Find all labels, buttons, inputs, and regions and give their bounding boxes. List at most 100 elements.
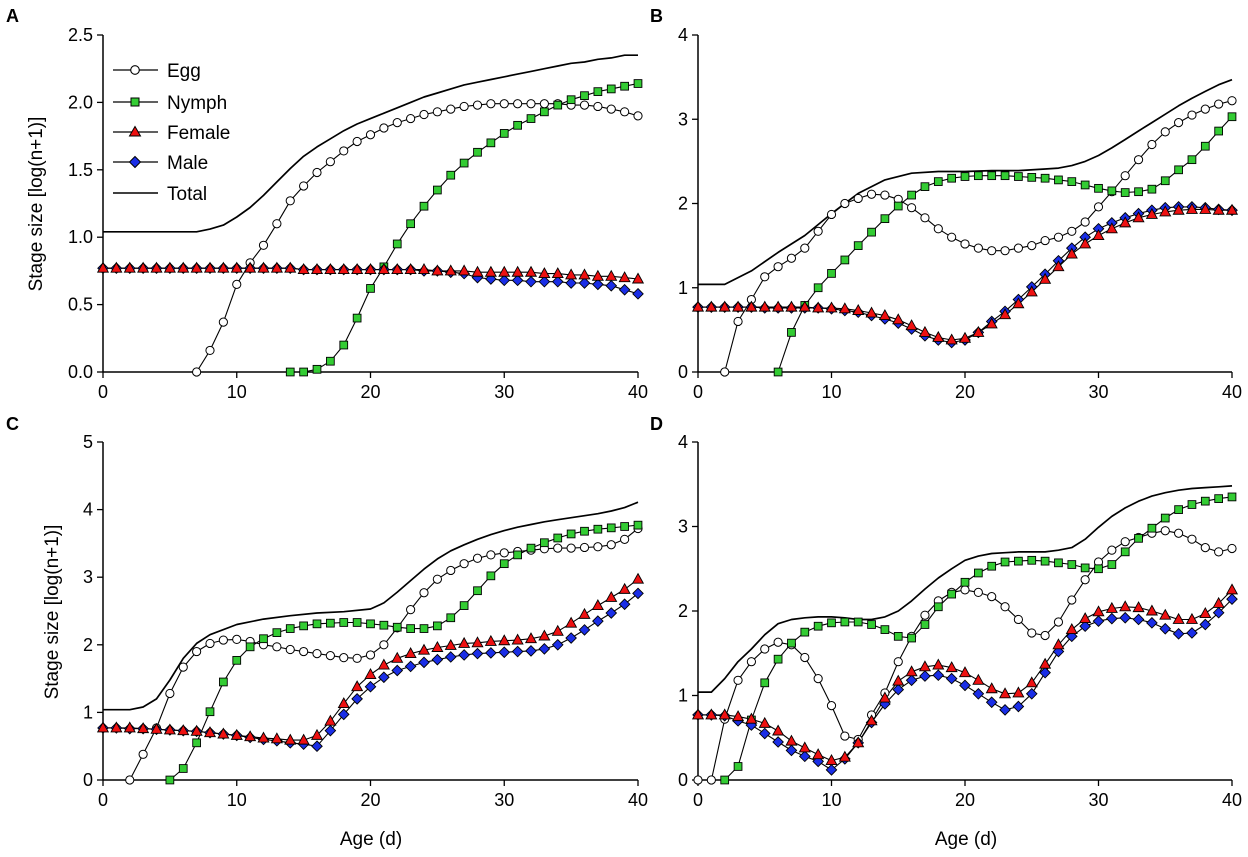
panel-a-nymph-point xyxy=(553,100,563,110)
panel-b-nymph-point xyxy=(1054,175,1063,185)
panel-d-male-point xyxy=(758,727,771,740)
panel-c-egg-point xyxy=(593,542,603,552)
panel-d-nymph-point xyxy=(947,589,957,599)
panel-d-female-point xyxy=(998,687,1012,699)
panel-d-male-point xyxy=(1039,666,1051,679)
panel-c-ticks: 0 1 2 3 4 5 0 10 20 30 40 xyxy=(83,432,648,810)
panel-d-egg-point xyxy=(1187,534,1197,544)
panel-b-ytick-label: 1 xyxy=(678,278,688,298)
panel-c-egg-point xyxy=(553,543,563,553)
panel-a-nymph-point xyxy=(473,147,482,157)
panel-d-egg-point xyxy=(773,637,783,647)
panel-d-egg-point xyxy=(1053,617,1064,627)
panel-d-nymph-point xyxy=(1000,557,1010,567)
panel-a-female-point xyxy=(511,265,524,277)
panel-d-egg-point xyxy=(840,731,850,741)
panel-a-male-point xyxy=(618,283,631,296)
panel-d-male-point xyxy=(785,744,798,757)
panel-c-egg-point xyxy=(312,648,322,659)
panel-b-nymph-point xyxy=(773,367,783,377)
panel-b-nymph-point xyxy=(1134,187,1143,197)
panel-d-egg-point xyxy=(893,657,903,667)
panel-a-female-point xyxy=(551,267,564,279)
panel-d-female-point xyxy=(865,714,878,726)
panel-c-nymph-point xyxy=(419,624,429,633)
panel-c: C Stage size [log(n+1)] Age (d) 0 1 2 3 4 5 0 1… xyxy=(6,414,648,850)
panel-b-female-point xyxy=(758,300,771,312)
panel-c-nymph-point xyxy=(205,707,215,717)
panel-c-egg-point xyxy=(205,638,215,649)
panel-c-nymph-point xyxy=(513,550,522,560)
panel-d-letter: D xyxy=(650,414,663,434)
panel-d-nymph-point xyxy=(1054,558,1063,568)
panel-c-egg-point xyxy=(272,642,282,652)
panel-a-nymph-point xyxy=(499,129,509,138)
panel-a-egg-point xyxy=(432,107,442,117)
panel-a-female-point xyxy=(163,261,176,273)
panel-b-egg-point xyxy=(826,209,837,220)
panel-a-nymph-point xyxy=(446,170,456,180)
panel-d-nymph-point xyxy=(760,678,770,688)
panel-c-nymph-point xyxy=(593,524,603,534)
panel-d-nymph-point xyxy=(907,633,916,643)
panel-d-female-point xyxy=(1145,604,1158,616)
panel-c-nymph-point xyxy=(499,559,509,569)
panel-a-nymph-point xyxy=(526,114,536,123)
panel-d-male-point xyxy=(1106,612,1118,625)
panel-d-male-point xyxy=(1025,687,1038,700)
panel-d-male-point xyxy=(772,736,784,748)
panel-b-egg-point xyxy=(813,226,823,236)
panel-a-male-point xyxy=(605,279,618,292)
panel-d-nymph-point xyxy=(1080,563,1090,573)
panel-d-egg-point xyxy=(987,592,997,602)
panel-c-egg-point xyxy=(285,644,295,655)
panel-d-nymph-point xyxy=(853,617,863,627)
panel-c-male-point xyxy=(391,664,404,677)
panel-d-egg-point xyxy=(760,644,770,654)
panel-c-female-point xyxy=(257,731,270,743)
panel-b-egg-point xyxy=(1147,139,1157,150)
panel-a-nymph-point xyxy=(459,158,469,168)
panel-d-nymph-point xyxy=(1027,555,1037,565)
panel-d-ytick-label: 1 xyxy=(678,686,688,706)
panel-a-female-point xyxy=(137,261,150,273)
panel-c-egg-point xyxy=(192,646,202,657)
panel-a-male-point xyxy=(592,278,604,291)
panel-d-nymph-point xyxy=(1120,547,1130,557)
panel-a-female-point xyxy=(284,261,297,273)
panel-c-male-point xyxy=(485,647,497,659)
panel-c-nymph-point xyxy=(446,613,456,623)
panel-c-egg-point xyxy=(472,553,483,563)
panel-b-letter: B xyxy=(650,6,663,26)
panel-b-egg-point xyxy=(987,246,997,256)
panel-b-egg-point xyxy=(1000,246,1010,256)
panel-b-egg-point xyxy=(1053,232,1064,242)
panel-d-nymph-point xyxy=(1040,556,1050,566)
panel-a-female-point xyxy=(391,263,404,275)
panel-c-nymph-point xyxy=(339,618,349,627)
panel-d-ytick-label: 0 xyxy=(678,770,688,790)
panel-a-male-point xyxy=(565,277,577,289)
panel-b-female-point xyxy=(731,300,745,312)
panel-c-female-point xyxy=(391,651,404,663)
panel-d-nymph-point xyxy=(933,602,943,612)
panel-b-nymph-point xyxy=(1027,173,1037,182)
panel-a-female-point xyxy=(524,265,538,277)
panel-b-female-point xyxy=(1225,203,1239,215)
panel-a-nymph-point xyxy=(620,81,629,91)
panel-d-male-point xyxy=(825,764,838,776)
panel-a-male-point xyxy=(632,287,644,300)
panel-d-nymph-point xyxy=(974,568,983,578)
panel-d-egg-point xyxy=(1174,528,1184,538)
panel-a-nymph-point xyxy=(419,201,429,211)
panel-d-male-point xyxy=(1172,627,1185,640)
panel-a-female-point xyxy=(618,271,631,283)
panel-a-female-point xyxy=(203,261,217,273)
panel-c-total-line xyxy=(103,501,639,711)
panel-b-nymph-point xyxy=(974,171,983,181)
panel-a-egg-point xyxy=(620,107,630,117)
panel-c-nymph-point xyxy=(272,628,282,637)
panel-d-male-point xyxy=(1052,645,1065,658)
panel-c-male-point xyxy=(632,587,644,600)
